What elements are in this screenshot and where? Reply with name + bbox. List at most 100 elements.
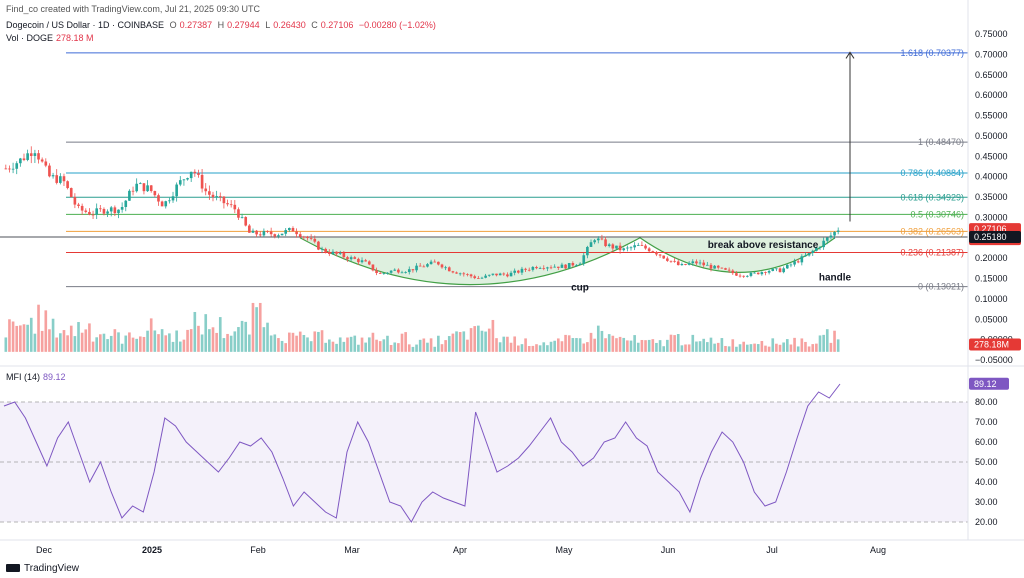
- volume-bar: [284, 343, 288, 352]
- candle-body: [171, 196, 175, 201]
- volume-bar: [109, 335, 113, 352]
- volume-bar: [367, 337, 371, 352]
- candle-body: [182, 179, 186, 181]
- candle-body: [215, 196, 218, 198]
- candle-body: [29, 153, 33, 156]
- volume-bar: [59, 333, 62, 352]
- candle-body: [306, 236, 309, 239]
- volume-bar: [106, 339, 109, 352]
- volume-bar: [593, 338, 596, 352]
- volume-bar: [622, 337, 626, 352]
- candle-body: [437, 261, 440, 265]
- volume-bar: [415, 344, 418, 352]
- volume-bar: [655, 342, 658, 352]
- candle-body: [40, 159, 44, 162]
- volume-bar: [182, 339, 186, 352]
- fib-level-label: 0.618 (0.34929): [900, 192, 964, 202]
- candle-body: [335, 251, 338, 254]
- volume-line: Vol · DOGE 278.18 M: [6, 33, 97, 43]
- tradingview-brand: TradingView: [24, 563, 80, 574]
- candle-body: [208, 191, 211, 195]
- candle-body: [251, 230, 255, 233]
- candle-body: [415, 265, 418, 271]
- volume-bar: [676, 334, 680, 352]
- volume-bar: [796, 346, 800, 352]
- volume-bar: [513, 336, 517, 352]
- candle-body: [531, 267, 535, 270]
- volume-bar: [793, 337, 796, 352]
- volume-bar: [262, 327, 266, 352]
- candle-body: [248, 225, 251, 233]
- volume-bar: [233, 331, 237, 352]
- candle-body: [593, 240, 596, 243]
- candle-body: [487, 274, 491, 276]
- volume-bar: [680, 345, 684, 352]
- volume-bar: [193, 311, 197, 352]
- candle-body: [575, 264, 578, 266]
- price-tick-label: 0.65000: [975, 70, 1008, 80]
- volume-bar: [535, 344, 538, 352]
- volume-bar: [26, 324, 29, 352]
- volume-bar: [462, 331, 466, 352]
- volume-bar: [575, 338, 578, 352]
- time-tick-label: May: [555, 545, 573, 555]
- volume-bar: [484, 331, 487, 352]
- candle-body: [815, 247, 818, 251]
- volume-bar: [444, 340, 447, 352]
- candle-body: [738, 275, 742, 277]
- handle-label: handle: [819, 273, 852, 284]
- candle-body: [138, 183, 142, 185]
- volume-bar: [785, 339, 789, 352]
- volume-bar: [626, 340, 629, 352]
- volume-bar: [669, 334, 673, 352]
- volume-bar: [288, 332, 291, 352]
- volume-bar: [498, 342, 502, 352]
- price-tick-label: 0.75000: [975, 29, 1008, 39]
- volume-bar: [687, 344, 691, 352]
- volume-bar: [280, 340, 284, 352]
- volume-bar: [789, 344, 793, 352]
- volume-bar: [62, 330, 66, 352]
- volume-bar: [662, 346, 666, 352]
- price-tick-label: 0.45000: [975, 151, 1008, 161]
- volume-bar: [375, 339, 378, 352]
- change-value: −0.00280 (−1.02%): [358, 20, 436, 30]
- volume-bar: [433, 346, 437, 352]
- mfi-line: [3, 383, 841, 523]
- volume-bar: [738, 344, 742, 352]
- volume-bar: [422, 338, 426, 352]
- candle-body: [567, 262, 571, 269]
- volume-bar: [277, 338, 280, 352]
- candle-body: [556, 266, 560, 268]
- volume-bar: [255, 307, 258, 352]
- candle-body: [298, 234, 302, 237]
- candle-body: [825, 237, 829, 241]
- volume-bar: [11, 321, 15, 352]
- time-tick-label: 2025: [142, 545, 162, 555]
- candle-body: [262, 231, 266, 236]
- candle-body: [829, 235, 833, 238]
- candle-body: [538, 268, 542, 269]
- volume-bar: [208, 329, 211, 352]
- volume-bar: [629, 340, 633, 352]
- volume-pane: [4, 302, 840, 352]
- volume-bar: [571, 338, 575, 352]
- volume-bar: [647, 339, 651, 352]
- candle-body: [324, 248, 327, 253]
- candle-body: [320, 248, 324, 250]
- symbol-name: Dogecoin / US Dollar · 1D · COINBASE: [6, 20, 165, 30]
- volume-bar: [258, 302, 262, 352]
- candle-body: [658, 254, 662, 256]
- volume-bar: [248, 334, 251, 352]
- candle-body: [785, 264, 789, 269]
- candle-body: [389, 270, 393, 273]
- volume-bar: [775, 343, 778, 352]
- axes: 0.75000 0.70000 0.65000 0.60000 0.55000 0.500…: [0, 0, 1024, 555]
- volume-bar: [22, 324, 26, 352]
- candle-body: [357, 258, 360, 263]
- candle-body: [44, 161, 48, 166]
- volume-bar: [360, 337, 364, 352]
- volume-bar: [371, 332, 375, 352]
- candle-body: [582, 255, 586, 264]
- price-tick-label: 0.20000: [975, 253, 1008, 263]
